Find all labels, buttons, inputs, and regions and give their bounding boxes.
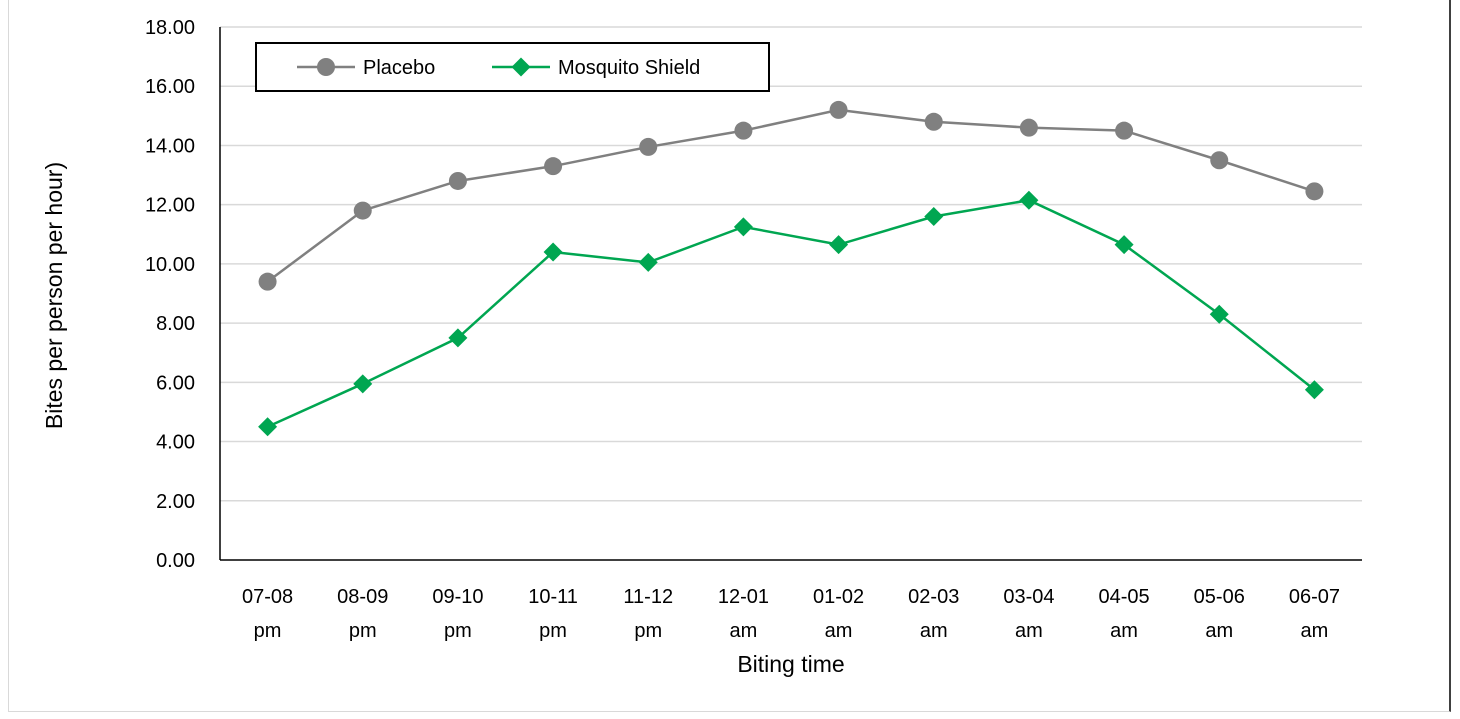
y-tick-label: 14.00 [145, 135, 195, 157]
data-point [924, 112, 943, 131]
y-axis-title: Bites per person per hour) [41, 162, 67, 429]
data-point [1114, 235, 1134, 255]
data-point [1019, 118, 1038, 137]
x-tick-label: 01-02 am [813, 586, 864, 642]
data-point [353, 374, 373, 394]
series-0 [258, 100, 1324, 291]
data-point [734, 121, 753, 140]
x-tick-label: 02-03 am [908, 586, 959, 642]
legend: Placebo Mosquito Shield [255, 42, 770, 92]
y-tick-label: 4.00 [156, 432, 195, 454]
data-point [829, 235, 849, 255]
legend-label: Mosquito Shield [558, 57, 700, 79]
legend-item: Mosquito Shield [492, 57, 700, 79]
x-tick-label: 05-06 am [1194, 586, 1245, 642]
x-tick-label: 08-09 pm [337, 586, 388, 642]
data-point [829, 100, 848, 119]
legend-item: Placebo [297, 57, 435, 79]
data-point [1304, 380, 1324, 400]
x-axis-title: Biting time [737, 651, 844, 677]
data-point [1210, 151, 1229, 170]
series-line [266, 108, 1315, 283]
legend-marker [511, 57, 531, 77]
series-line [267, 198, 1316, 428]
series [258, 100, 1324, 437]
x-tick-label: 09-10 pm [432, 586, 483, 642]
data-point [924, 207, 944, 227]
data-point [543, 242, 563, 262]
x-tick-label: 11-12 pm [623, 586, 673, 642]
x-tick-label: 06-07 am [1289, 586, 1340, 642]
data-point [258, 272, 277, 291]
data-point [448, 171, 467, 190]
data-point [544, 157, 563, 176]
data-point [733, 217, 753, 237]
y-tick-label: 6.00 [156, 372, 195, 394]
legend-label: Placebo [363, 57, 435, 79]
gridlines [220, 26, 1362, 502]
data-point [1115, 121, 1134, 140]
y-tick-label: 0.00 [156, 550, 195, 572]
y-tick-label: 8.00 [156, 313, 195, 335]
data-point [1209, 304, 1229, 324]
x-tick-label: 03-04 am [1003, 586, 1054, 642]
data-point [1019, 190, 1039, 210]
y-tick-label: 18.00 [145, 17, 195, 39]
chart-frame [8, 0, 1451, 712]
y-tick-label: 16.00 [145, 76, 195, 98]
data-point [258, 417, 278, 437]
data-point [353, 201, 372, 220]
data-point [448, 328, 468, 348]
x-tick-label: 04-05 am [1099, 586, 1150, 642]
y-tick-label: 10.00 [145, 254, 195, 276]
y-tick-label: 12.00 [145, 195, 195, 217]
axes [219, 27, 1362, 561]
x-tick-labels: 07-08 pm 08-09 pm 09-10 pm 10-11 pm 11-12 pm 12-01… [242, 586, 1340, 642]
legend-marker [317, 58, 335, 76]
data-point [1305, 182, 1324, 201]
x-tick-label: 12-01 am [718, 586, 769, 642]
x-tick-label: 10-11 pm [528, 586, 578, 642]
y-tick-label: 2.00 [156, 491, 195, 513]
y-tick-labels: 0.00 2.00 4.00 6.00 8.00 10.00 12.00 14.00 16.00… [145, 17, 195, 572]
series-1 [258, 190, 1324, 437]
data-point [638, 252, 658, 272]
x-tick-label: 07-08 pm [242, 586, 293, 642]
legend-items: Placebo Mosquito Shield [297, 57, 700, 79]
data-point [639, 137, 658, 156]
